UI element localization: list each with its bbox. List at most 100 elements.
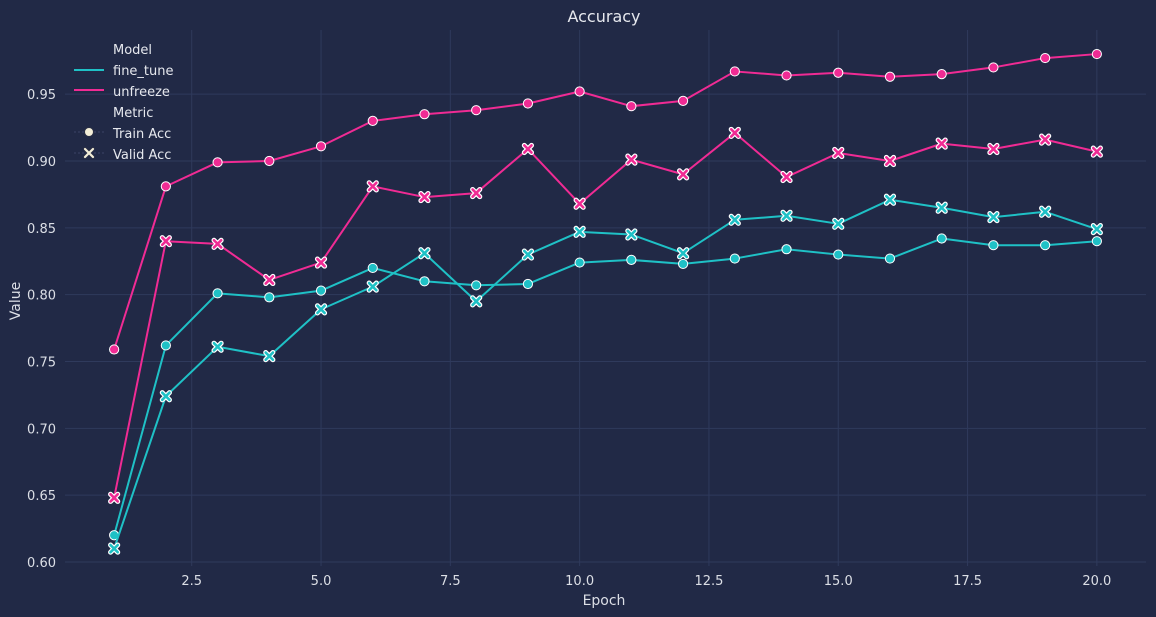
data-point-unfreeze-valid-acc <box>263 273 276 287</box>
data-point-fine-tune-train-acc <box>884 253 896 264</box>
data-point-unfreeze-valid-acc <box>108 491 121 504</box>
legend-item-train-acc: Train Acc <box>112 127 171 142</box>
data-point-fine-tune-valid-acc <box>263 350 276 363</box>
legend-metric-title: Metric <box>113 106 153 121</box>
data-point-unfreeze-valid-acc <box>159 235 172 248</box>
data-point-fine-tune-train-acc <box>781 244 792 255</box>
data-point-fine-tune-valid-acc <box>625 228 638 241</box>
x-tick-label: 7.5 <box>440 574 461 589</box>
data-point-unfreeze-train-acc <box>884 71 896 82</box>
x-tick-label: 5.0 <box>311 574 332 589</box>
legend-x-marker-icon <box>83 147 95 159</box>
data-point-unfreeze-train-acc <box>626 101 637 112</box>
y-tick-label: 0.95 <box>27 88 56 103</box>
data-point-unfreeze-train-acc <box>833 67 844 78</box>
data-point-unfreeze-valid-acc <box>573 197 586 210</box>
data-point-fine-tune-train-acc <box>212 288 223 299</box>
data-point-unfreeze-train-acc <box>419 109 430 120</box>
data-point-unfreeze-train-acc <box>212 157 223 168</box>
legend-item-fine-tune: fine_tune <box>113 64 174 79</box>
data-point-unfreeze-valid-acc <box>780 170 793 184</box>
data-point-unfreeze-valid-acc <box>883 154 897 168</box>
data-point-unfreeze-valid-acc <box>470 186 483 200</box>
data-point-fine-tune-valid-acc <box>573 225 586 238</box>
data-point-unfreeze-valid-acc <box>676 168 690 181</box>
data-point-fine-tune-train-acc <box>1091 236 1102 247</box>
data-point-fine-tune-train-acc <box>936 233 947 244</box>
legend-circle-marker-icon <box>84 127 94 137</box>
data-point-unfreeze-train-acc <box>367 115 378 126</box>
y-tick-label: 0.60 <box>27 556 56 571</box>
data-point-unfreeze-train-acc <box>574 86 585 97</box>
data-point-fine-tune-valid-acc <box>780 209 793 222</box>
data-point-fine-tune-train-acc <box>419 276 430 287</box>
data-point-fine-tune-train-acc <box>729 253 740 264</box>
data-point-fine-tune-train-acc <box>471 280 482 291</box>
data-point-fine-tune-train-acc <box>1040 240 1051 251</box>
x-axis: 2.5 5.0 7.5 10.0 12.5 15.0 17.5 20.0 <box>181 574 1111 589</box>
data-point-fine-tune-train-acc <box>833 249 844 260</box>
data-point-unfreeze-valid-acc <box>987 142 1000 156</box>
data-point-unfreeze-valid-acc <box>1039 133 1052 146</box>
data-point-fine-tune-valid-acc <box>366 280 379 293</box>
series-line-fine-tune-valid-acc <box>113 198 1098 549</box>
data-point-fine-tune-valid-acc <box>1090 223 1103 236</box>
data-point-unfreeze-train-acc <box>1091 48 1102 60</box>
x-axis-label: Epoch <box>583 593 626 609</box>
data-point-fine-tune-valid-acc <box>314 303 328 316</box>
data-point-fine-tune-valid-acc <box>1039 205 1052 218</box>
data-point-fine-tune-valid-acc <box>418 247 431 260</box>
y-tick-label: 0.85 <box>27 222 56 237</box>
data-point-unfreeze-train-acc <box>677 95 689 106</box>
legend: Model fine_tune unfreeze Metric Train Ac… <box>74 43 174 163</box>
legend-item-unfreeze: unfreeze <box>113 85 170 100</box>
data-point-fine-tune-train-acc <box>160 340 171 351</box>
data-point-fine-tune-valid-acc <box>935 201 948 214</box>
data-point-fine-tune-valid-acc <box>108 542 121 555</box>
data-point-fine-tune-train-acc <box>677 258 689 270</box>
data-point-unfreeze-valid-acc <box>1090 145 1103 158</box>
data-point-unfreeze-valid-acc <box>366 180 379 193</box>
data-point-fine-tune-valid-acc <box>521 248 535 261</box>
x-tick-label: 17.5 <box>953 574 982 589</box>
data-point-fine-tune-train-acc <box>367 262 378 274</box>
series-line-unfreeze-train-acc <box>113 53 1097 350</box>
data-point-unfreeze-train-acc <box>522 98 534 109</box>
x-tick-label: 15.0 <box>824 574 853 589</box>
legend-model-title: Model <box>113 43 152 58</box>
grid <box>65 30 1146 566</box>
data-point-fine-tune-train-acc <box>574 257 585 268</box>
data-point-fine-tune-valid-acc <box>883 193 897 206</box>
data-point-fine-tune-valid-acc <box>159 390 172 403</box>
data-point-unfreeze-valid-acc <box>728 126 741 140</box>
data-point-fine-tune-train-acc <box>264 292 275 303</box>
x-tick-label: 10.0 <box>565 574 594 589</box>
series-group <box>108 48 1103 555</box>
data-point-fine-tune-valid-acc <box>728 213 741 226</box>
data-point-unfreeze-valid-acc <box>418 190 431 204</box>
data-point-unfreeze-valid-acc <box>314 256 328 269</box>
data-point-unfreeze-train-acc <box>1040 52 1051 64</box>
y-tick-label: 0.65 <box>27 489 56 504</box>
data-point-unfreeze-train-acc <box>315 141 327 152</box>
x-tick-label: 12.5 <box>694 574 723 589</box>
data-point-fine-tune-valid-acc <box>676 247 690 260</box>
legend-item-valid-acc: Valid Acc <box>113 148 171 163</box>
y-axis-label: Value <box>8 282 24 320</box>
data-point-fine-tune-train-acc <box>315 285 327 296</box>
data-point-unfreeze-valid-acc <box>832 146 845 160</box>
y-tick-label: 0.80 <box>27 289 56 304</box>
data-point-fine-tune-train-acc <box>522 278 534 290</box>
series-line-unfreeze-valid-acc <box>113 131 1098 499</box>
data-point-unfreeze-valid-acc <box>935 137 948 150</box>
data-point-fine-tune-valid-acc <box>987 211 1000 224</box>
y-tick-label: 0.75 <box>27 355 56 370</box>
data-point-unfreeze-train-acc <box>988 62 999 73</box>
x-tick-label: 2.5 <box>181 574 202 589</box>
y-tick-label: 0.70 <box>27 422 56 437</box>
chart-title: Accuracy <box>567 7 640 26</box>
data-point-unfreeze-train-acc <box>781 70 792 81</box>
x-tick-label: 20.0 <box>1082 574 1111 589</box>
y-tick-label: 0.90 <box>27 155 56 170</box>
